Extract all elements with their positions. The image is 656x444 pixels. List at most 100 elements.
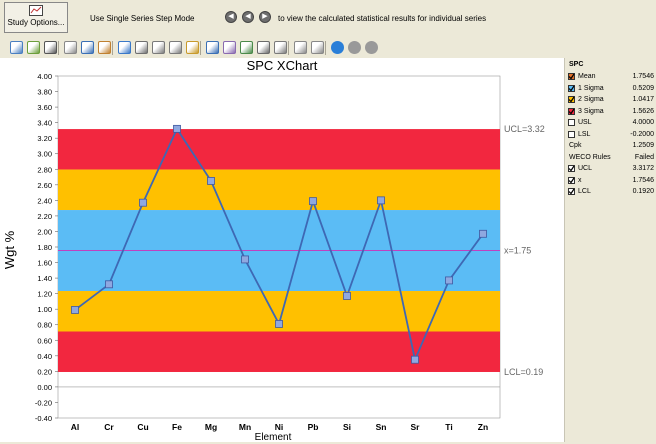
data-point: [411, 355, 419, 364]
data-point: [71, 306, 79, 314]
side-item-label: 2 Sigma: [578, 96, 604, 103]
zoom-icon[interactable]: [118, 41, 131, 54]
pan-vertical-icon[interactable]: [169, 41, 182, 54]
plot-area: 4.00 3.80 3.60 3.40 3.20 3.00 2.80 2.60 2.40 2.20…: [35, 72, 501, 432]
x-tick-label: Cr: [104, 422, 114, 432]
export-icon[interactable]: [186, 41, 199, 54]
weco-item-ucl: UCL 3.3172: [565, 163, 656, 174]
select-arrow-icon[interactable]: [81, 41, 94, 54]
y-tick-label: 3.20: [37, 134, 52, 143]
step-start-button[interactable]: ◀: [225, 11, 237, 23]
x-tick-label: Ti: [445, 422, 452, 432]
data-point: [377, 196, 385, 205]
circle-button-3[interactable]: [365, 41, 378, 54]
x-tick-label: Ni: [275, 422, 284, 432]
study-options-button[interactable]: Study Options...: [4, 2, 68, 33]
y-tick-label: -0.20: [35, 398, 52, 407]
print-icon[interactable]: [44, 41, 57, 54]
step-prev-button[interactable]: ◀: [242, 11, 254, 23]
side-item-3-sigma: 3 Sigma 1.5626: [565, 106, 656, 117]
tools-icon[interactable]: [294, 41, 307, 54]
side-item-value: 1.0417: [632, 96, 654, 103]
side-item-value: 0.5209: [632, 84, 654, 92]
y-tick-label: 3.40: [37, 119, 52, 128]
spc-chart: SPC XChart 4.00 3.80 3.60 3.40 3.20 3.00 2.80 2…: [2, 58, 545, 443]
y-tick-label: 0.80: [37, 321, 52, 330]
checkbox[interactable]: [568, 188, 575, 195]
side-item-value: 3.3172: [632, 165, 654, 172]
data-point: [445, 276, 453, 285]
toolbar-separator: [200, 41, 201, 55]
table-icon[interactable]: [135, 41, 148, 54]
pan-horizontal-icon[interactable]: [152, 41, 165, 54]
checkbox[interactable]: [568, 107, 575, 115]
y-tick-label: 1.60: [37, 259, 52, 268]
weco-item-lcl: LCL 0.1920: [565, 186, 656, 197]
chart-area: SPC XChart 4.00 3.80 3.60 3.40 3.20 3.00 2.80 2…: [0, 58, 564, 443]
data-point: [139, 198, 147, 207]
edit-icon[interactable]: [98, 41, 111, 54]
x-tick-label: Al: [71, 422, 80, 432]
step-next-button[interactable]: ▶: [259, 11, 271, 23]
y-tick-label: 1.20: [37, 290, 52, 299]
y-tick-label: 3.60: [37, 103, 52, 112]
side-item-label: Cpk: [569, 142, 582, 149]
side-item-label: LCL: [578, 188, 591, 195]
circle-button-1[interactable]: [331, 41, 344, 54]
legend-icon[interactable]: [257, 41, 270, 54]
y-tick-label: 3.80: [37, 88, 52, 97]
spc-heading: SPC: [569, 61, 584, 68]
x-tick-label: Pb: [308, 422, 319, 432]
step-mode-hint: to view the calculated statistical resul…: [278, 14, 487, 23]
data-point: [105, 280, 113, 289]
tools2-icon[interactable]: [311, 41, 324, 54]
step-mode-label: Use Single Series Step Mode: [90, 14, 195, 23]
y-tick-label: 0.60: [37, 336, 52, 345]
side-item-lsl: LSL -0.2000: [565, 129, 656, 140]
spc-side-panel: SPC Mean 1.7546 1 Sigma 0.5209 2 Sigma 1.0417…: [564, 58, 656, 442]
data-point: [207, 177, 215, 185]
gallery-icon[interactable]: [206, 41, 219, 54]
data-point: [479, 229, 487, 238]
wizard-icon[interactable]: [10, 41, 23, 54]
data-editor-icon[interactable]: [240, 41, 253, 54]
axis-icon[interactable]: [223, 41, 236, 54]
x-tick-label: Mg: [205, 422, 217, 432]
x-axis-label: Element: [255, 432, 292, 442]
y-tick-label: 0.00: [37, 383, 52, 392]
checkbox[interactable]: [568, 73, 575, 80]
checkbox[interactable]: [568, 176, 575, 184]
chart-type-icon[interactable]: [64, 41, 77, 54]
data-point: [241, 255, 249, 264]
side-item-value: 1.5626: [632, 107, 654, 115]
side-item-label: 3 Sigma: [578, 107, 604, 115]
checkbox[interactable]: [568, 165, 575, 172]
side-item-value: 0.1920: [632, 188, 654, 195]
checkbox[interactable]: [568, 130, 575, 138]
cpk-row: Cpk 1.2509: [565, 140, 656, 151]
preview-icon[interactable]: [274, 41, 287, 54]
data-point: [309, 197, 317, 206]
side-item-mean: Mean 1.7546: [565, 71, 656, 82]
y-tick-label: -0.40: [35, 414, 52, 423]
band-3sigma-upper: [58, 129, 500, 170]
x-tick-label: Zn: [478, 422, 488, 432]
side-item-label: Mean: [578, 73, 596, 80]
x-tick-label: Si: [343, 422, 351, 432]
circle-button-2[interactable]: [348, 41, 361, 54]
ucl-label: UCL=3.32: [504, 124, 545, 134]
x-tick-label: Mn: [239, 422, 251, 432]
side-item-value: 1.2509: [632, 142, 654, 149]
checkbox[interactable]: [568, 119, 575, 126]
toolbar-separator: [288, 41, 289, 55]
x-tick-label: Sr: [411, 422, 421, 432]
weco-item-x: x 1.7546: [565, 175, 656, 186]
y-tick-label: 3.00: [37, 150, 52, 159]
copy-icon[interactable]: [27, 41, 40, 54]
band-3sigma-lower: [58, 331, 500, 372]
y-tick-label: 2.60: [37, 181, 52, 190]
checkbox[interactable]: [568, 84, 575, 92]
checkbox[interactable]: [568, 96, 575, 103]
side-item-label: LSL: [578, 130, 591, 138]
x-tick-label: Cu: [137, 422, 148, 432]
